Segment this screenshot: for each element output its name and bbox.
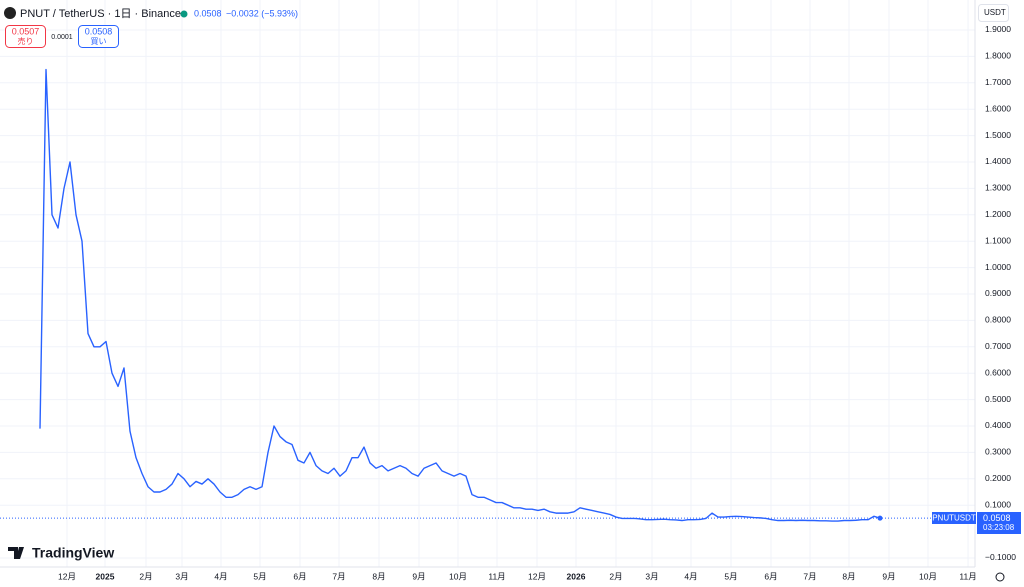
y-tick-label: 0.8000	[985, 315, 1011, 325]
currency[interactable]: USDT	[984, 8, 1006, 17]
x-tick-label: 6月	[764, 571, 777, 581]
x-tick-label: 7月	[803, 571, 816, 581]
y-tick-label: 0.1000	[985, 499, 1011, 509]
x-tick-label: 7月	[332, 571, 345, 581]
x-tick-label: 12月	[58, 571, 76, 581]
y-tick-label: 1.8000	[985, 51, 1011, 61]
x-tick-label: 9月	[412, 571, 425, 581]
y-tick-label: 1.4000	[985, 156, 1011, 166]
y-tick-label: 1.1000	[985, 235, 1011, 245]
y-tick-label: 0.5000	[985, 394, 1011, 404]
symbol-tag	[932, 512, 976, 524]
plot	[0, 68, 975, 522]
y-tick-label: 1.5000	[985, 130, 1011, 140]
x-tick-label: 2月	[609, 571, 622, 581]
x-tick-label: 2月	[139, 571, 152, 581]
y-tick-label: 0.4000	[985, 420, 1011, 430]
x-tick-label: 10月	[919, 571, 937, 581]
x-tick-label: 11月	[959, 571, 976, 581]
x-tick-label: 5月	[253, 571, 266, 581]
y-tick-label: 1.7000	[985, 77, 1011, 87]
y-tick-label: −0.1000	[985, 552, 1016, 562]
y-tick-label: 0.6000	[985, 367, 1011, 377]
y-tick-label: 0.9000	[985, 288, 1011, 298]
y-tick-label: 1.2000	[985, 209, 1011, 219]
price-change: −0.0032 (−5.93%)	[226, 8, 298, 18]
last-price: 0.0508	[194, 8, 222, 18]
grid	[0, 0, 975, 567]
price-tag-countdown: 03:23:08	[983, 523, 1015, 532]
logo[interactable]: TradingView	[32, 545, 114, 561]
sell-label[interactable]: 売り	[18, 36, 34, 46]
buy-label[interactable]: 買い	[91, 37, 107, 46]
settings-icon[interactable]	[995, 572, 1005, 582]
x-tick-label: 3月	[645, 571, 658, 581]
x-tick-label: 4月	[214, 571, 227, 581]
x-tick-label: 6月	[293, 571, 306, 581]
price-line	[39, 68, 881, 522]
y-tick-label: 0.2000	[985, 473, 1011, 483]
sell-button[interactable]	[5, 25, 46, 48]
y-tick-label: 0.3000	[985, 447, 1011, 457]
price-tag-box	[977, 512, 1021, 534]
x-tick-label: 2025	[96, 571, 115, 581]
price-tag-price: 0.0508	[983, 513, 1011, 523]
x-tick-label: 5月	[724, 571, 737, 581]
x-tick-label: 8月	[372, 571, 385, 581]
symbol-icon	[4, 7, 16, 19]
currency-button[interactable]	[978, 4, 1009, 22]
y-tick-label: 1.6000	[985, 103, 1011, 113]
x-tick-label: 4月	[684, 571, 697, 581]
y-tick-label: 1.0000	[985, 262, 1011, 272]
logo-mark	[8, 547, 24, 559]
buy-price[interactable]: 0.0508	[85, 26, 113, 36]
x-tick-label: 3月	[175, 571, 188, 581]
buy-button[interactable]	[78, 25, 119, 48]
x-tick-label: 2026	[567, 571, 586, 581]
x-tick-label: 11月	[488, 571, 505, 581]
x-tick-label: 12月	[528, 571, 546, 581]
symbol-tag-text: PNUTUSDT	[932, 514, 976, 523]
y-tick-label: 1.9000	[985, 24, 1011, 34]
spread: 0.0001	[51, 34, 73, 41]
x-tick-label: 9月	[882, 571, 895, 581]
price-tag: PNUTUSDT 0.0508 03:23:08	[932, 512, 1021, 534]
x-tick-label: 8月	[842, 571, 855, 581]
x-tick-label: 10月	[449, 571, 467, 581]
status-dot	[180, 10, 188, 18]
axis-labels: 1.9000 1.8000 1.7000 1.6000 1.5000 1.4000 1.30…	[58, 24, 1016, 581]
symbol[interactable]: PNUT / TetherUS · 1日 · Binance	[20, 8, 181, 20]
y-tick-label: 0.7000	[985, 341, 1011, 351]
y-tick-label: 1.3000	[985, 183, 1011, 193]
sell-price[interactable]: 0.0507	[12, 26, 40, 36]
last-point	[877, 515, 883, 521]
